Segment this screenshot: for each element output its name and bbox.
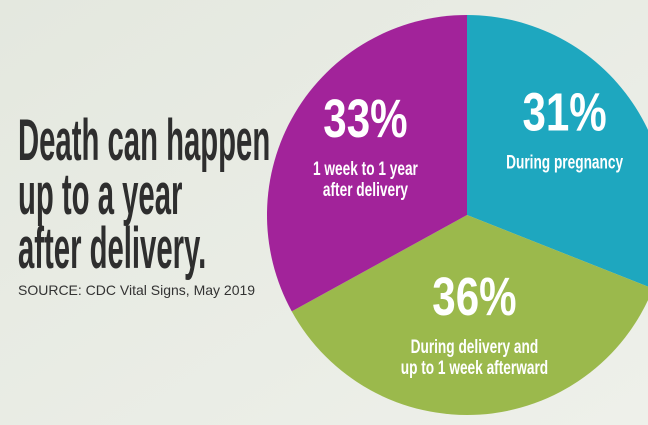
pie: 31% During pregnancy 36% During delivery an…	[267, 15, 648, 415]
pie-slice	[291, 215, 648, 415]
headline-line: after delivery.	[18, 215, 206, 281]
source-note: SOURCE: CDC Vital Signs, May 2019	[18, 282, 255, 298]
headline-line: Death can happen	[18, 107, 270, 173]
pie-slice	[267, 15, 467, 312]
slice-category-label: During pregnancy	[506, 151, 624, 173]
slice-category-label: after delivery	[323, 179, 409, 201]
slice-category-label: 1 week to 1 year	[313, 158, 418, 180]
slice-value-label: 31%	[522, 83, 606, 143]
headline-line: up to a year	[18, 161, 182, 227]
slice-value-label: 33%	[323, 89, 407, 149]
slice-value-label: 36%	[432, 267, 516, 327]
slice-category-label: up to 1 week afterward	[401, 357, 548, 379]
slice-category-label: During delivery and	[411, 336, 539, 358]
pie-slice	[467, 15, 648, 287]
